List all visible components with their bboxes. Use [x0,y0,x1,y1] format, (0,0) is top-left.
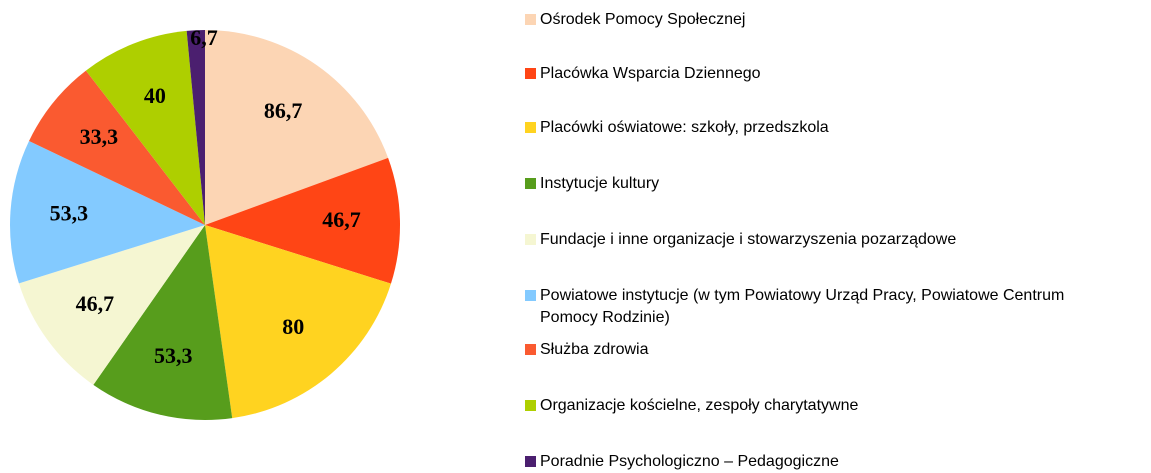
legend-label: Organizacje kościelne, zespoły charytaty… [540,397,859,414]
data-label: 46,7 [322,207,361,232]
data-label: 80 [282,314,304,339]
legend-swatch [525,122,536,133]
legend-item: Instytucje kultury [525,173,1125,195]
data-label: 86,7 [264,98,303,123]
legend-label: Poradnie Psychologiczno – Pedagogiczne [540,453,839,470]
legend-swatch [525,290,536,301]
legend-item: Placówki oświatowe: szkoły, przedszkola [525,117,1125,139]
pie-slice [9,140,206,284]
legend-swatch [525,178,536,189]
pie-slice [18,225,205,385]
pie-chart: 86,7 46,7 80 53,3 46,7 53,3 33,3 40 6,7 [9,25,401,420]
data-label: 33,3 [80,124,119,149]
pie-slice [186,30,205,225]
legend-item: Ośrodek Pomocy Społecznej [525,9,1125,31]
legend-label: Powiatowe instytucje (w tym Powiatowy Ur… [540,287,1065,326]
legend-item: Powiatowe instytucje (w tym Powiatowy Ur… [525,285,1125,329]
legend-swatch [525,14,536,25]
legend-label: Placówka Wsparcia Dziennego [540,65,761,82]
data-label: 6,7 [190,25,218,50]
data-label: 53,3 [50,200,89,225]
legend-swatch [525,456,536,467]
legend-label: Służba zdrowia [540,341,649,358]
legend-item: Służba zdrowia [525,339,1125,361]
legend-swatch [525,400,536,411]
legend-swatch [525,68,536,79]
data-label: 46,7 [76,291,115,316]
pie-slice [205,225,391,419]
pie-slice [205,30,389,225]
pie-slice [205,157,401,284]
legend-item: Fundacje i inne organizacje i stowarzysz… [525,229,1125,251]
legend-label: Fundacje i inne organizacje i stowarzysz… [540,231,957,248]
data-label: 40 [144,83,166,108]
legend-swatch [525,234,536,245]
legend-swatch [525,344,536,355]
legend-item: Organizacje kościelne, zespoły charytaty… [525,395,1125,417]
pie-slice [29,70,206,225]
legend-item: Placówka Wsparcia Dziennego [525,63,1125,85]
pie-slice [93,225,233,420]
legend-label: Placówki oświatowe: szkoły, przedszkola [540,119,829,136]
legend-label: Ośrodek Pomocy Społecznej [540,11,746,28]
data-label: 53,3 [154,343,193,368]
pie-slice [85,30,205,225]
legend-label: Instytucje kultury [540,175,660,192]
legend-item: Poradnie Psychologiczno – Pedagogiczne [525,451,1125,473]
